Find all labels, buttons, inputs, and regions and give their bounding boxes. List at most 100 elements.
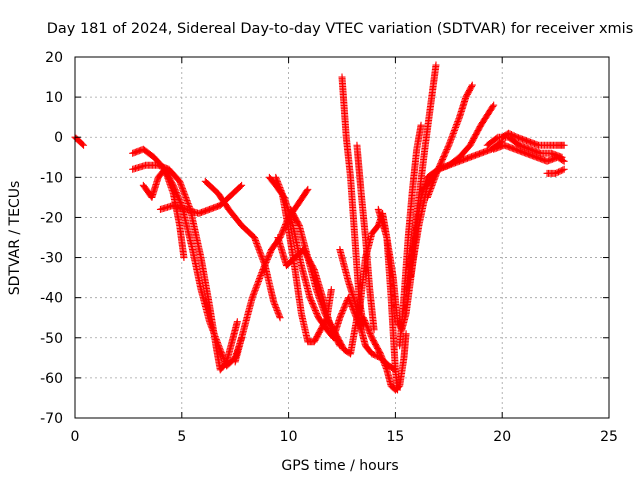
data-point [377,351,385,359]
data-point [455,115,463,123]
data-point [238,181,246,189]
data-point [176,179,184,187]
data-point [214,340,222,348]
data-point [559,166,567,174]
data-point [258,267,266,275]
series-s18 [396,121,425,350]
data-point [448,134,456,142]
data-point [255,245,263,253]
data-point [208,325,216,333]
data-point [257,250,265,258]
y-tick-label: -20 [40,210,63,226]
data-point [213,337,221,345]
data-point [213,338,221,346]
data-point [452,124,460,132]
data-point [181,192,189,200]
data-point [453,119,461,127]
data-point [427,183,435,191]
y-axis-label: SDTVAR / TECUs [7,181,23,296]
data-point [379,356,387,364]
y-tick-label: 10 [45,90,63,106]
data-point [423,193,431,201]
data-point [276,185,284,193]
data-point [382,364,390,372]
x-tick-label: 10 [280,429,298,445]
x-tick-label: 15 [386,429,404,445]
data-point [445,141,453,149]
x-tick-label: 0 [71,429,80,445]
data-point [426,186,434,194]
grid-lines [75,57,609,418]
data-point [454,116,462,124]
data-point [251,235,259,243]
data-point [220,356,228,364]
y-tick-labels: 20 10 0 -10 -20 -30 -40 -50 -60 -70 [40,50,63,427]
data-point [208,324,216,332]
data-point [80,141,88,149]
data-point [217,349,225,357]
data-point [430,177,438,185]
data-point [182,194,190,202]
data-point [256,273,264,281]
data-point [274,178,282,186]
data-point [209,327,217,335]
data-point [180,189,188,197]
data-point [258,269,266,277]
data-point [431,174,439,182]
data-point [560,157,568,165]
data-point [378,354,386,362]
y-tick-label: -10 [40,170,63,186]
data-point [252,283,260,291]
data-point [255,247,263,255]
data-point [327,286,335,294]
data-point [217,347,225,355]
data-point [252,236,260,244]
data-point [254,277,262,285]
data-point [430,176,438,184]
data-point [272,175,280,183]
data-point [179,186,187,194]
data-point [78,140,86,148]
data-point [445,140,453,148]
data-point [177,182,185,190]
series-s25 [543,165,568,177]
series-s21 [423,101,498,201]
data-point [468,81,476,89]
data-point [432,171,440,179]
data-point [250,289,258,297]
data-point [429,179,437,187]
data-point [249,291,257,299]
data-point [276,184,284,192]
data-point [212,335,220,343]
data-point [216,346,224,354]
data-point [206,319,214,327]
data-point [207,322,215,330]
series-s2 [129,145,188,262]
data-point [233,318,241,326]
data-point [249,292,257,300]
data-point [277,186,285,194]
data-point [453,121,461,129]
data-point [184,200,192,208]
data-point [251,286,259,294]
data-point [254,279,262,287]
data-point [449,131,457,139]
data-point [219,352,227,360]
data-point [178,185,186,193]
series-s20 [406,81,476,282]
data-point [248,294,256,302]
data-point [446,137,454,145]
data-point [448,132,456,140]
data-point [376,350,384,358]
series-s1 [71,133,88,149]
data-point [427,185,435,193]
data-point [257,272,265,279]
series-s24 [498,129,568,149]
data-point [183,197,191,205]
data-point [210,330,218,338]
y-tick-label: -50 [40,331,63,347]
data-point [424,192,432,200]
data-point [180,254,188,262]
axis-ticks [74,56,610,419]
data-point [253,239,261,247]
